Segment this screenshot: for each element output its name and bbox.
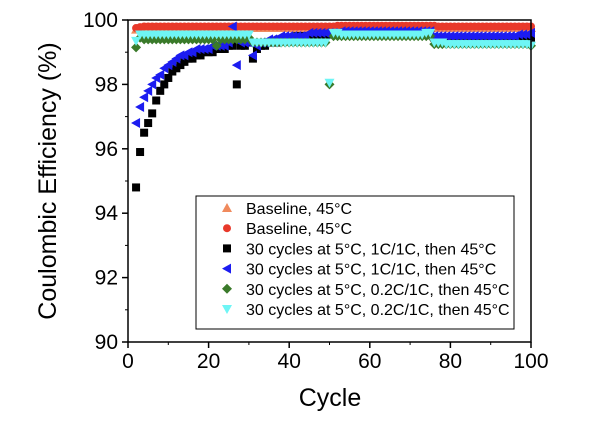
data-point: [204, 48, 213, 57]
x-axis-label: Cycle: [299, 384, 362, 412]
x-tick-label: 0: [122, 350, 134, 373]
data-point: [168, 67, 177, 76]
y-tick-label: 94: [95, 202, 119, 225]
y-tick-label: 92: [95, 267, 118, 290]
legend-item: 30 cycles at 5°C, 1C/1C, then 45°C: [223, 241, 496, 258]
x-axis: 0 20 40 60 80 100: [122, 342, 549, 373]
legend-label: 30 cycles at 5°C, 0.2C/1C, then 45°C: [246, 302, 510, 319]
legend-item: 30 cycles at 5°C, 0.2C/1C, then 45°C: [222, 282, 510, 299]
data-point: [131, 42, 142, 53]
data-point: [320, 38, 331, 48]
legend-item: 30 cycles at 5°C, 1C/1C, then 45°C: [222, 262, 496, 279]
data-point: [192, 51, 201, 60]
legend: Baseline, 45°C Baseline, 45°C 30 cycles at…: [195, 195, 515, 330]
series-5: [131, 31, 536, 90]
data-point: [232, 80, 241, 89]
data-point: [131, 118, 141, 129]
data-point: [164, 73, 173, 82]
legend-label: 30 cycles at 5°C, 0.2C/1C, then 45°C: [246, 282, 510, 299]
data-point: [196, 51, 205, 60]
y-axis: 90 92 94 96 98 100: [83, 9, 128, 354]
data-point: [176, 61, 185, 70]
y-tick-label: 96: [95, 138, 118, 161]
data-point: [136, 148, 145, 157]
data-point: [216, 44, 225, 53]
data-point: [317, 32, 326, 41]
data-point: [228, 41, 237, 50]
data-point: [252, 44, 261, 53]
legend-label: Baseline, 45°C: [246, 201, 352, 218]
x-tick-label: 20: [197, 350, 220, 373]
data-point: [139, 92, 149, 103]
data-point: [236, 41, 245, 50]
data-point: [148, 109, 157, 118]
legend-marker-square: [223, 244, 231, 253]
data-point: [140, 128, 149, 137]
legend-label: Baseline, 45°C: [246, 221, 352, 238]
data-point: [248, 54, 257, 63]
y-axis-label: Coulombic Efficiency (%): [34, 42, 62, 319]
data-point: [305, 32, 314, 41]
data-point: [160, 80, 169, 89]
legend-marker-triangle-left: [222, 263, 231, 274]
data-point: [143, 85, 153, 96]
data-point: [240, 41, 249, 50]
data-point: [208, 48, 217, 57]
data-point: [155, 69, 165, 80]
legend-box: [195, 195, 515, 330]
data-point: [522, 33, 531, 42]
data-point: [147, 79, 157, 90]
series-6: [131, 28, 536, 88]
legend-item: 30 cycles at 5°C, 0.2C/1C, then 45°C: [222, 302, 510, 319]
data-marks: [131, 21, 536, 192]
data-point: [184, 54, 193, 63]
data-point: [200, 48, 209, 57]
data-point: [514, 33, 523, 42]
data-point: [425, 28, 436, 38]
data-point: [309, 32, 318, 41]
x-tick-label: 40: [278, 350, 301, 373]
data-point: [131, 36, 142, 46]
legend-marker-circle: [223, 224, 231, 233]
data-point: [231, 60, 241, 71]
data-point: [180, 57, 189, 66]
legend-marker-triangle-up: [222, 203, 232, 212]
data-point: [227, 21, 237, 32]
data-point: [152, 96, 161, 105]
x-tick-label: 80: [439, 350, 462, 373]
legend-marker-diamond: [222, 283, 232, 294]
data-point: [324, 78, 335, 88]
y-tick-label: 100: [83, 9, 118, 32]
legend-item: Baseline, 45°C: [223, 221, 352, 238]
data-point: [243, 30, 254, 40]
data-point: [518, 33, 527, 42]
y-tick-label: 98: [95, 73, 118, 96]
x-tick-label: 100: [513, 350, 548, 373]
data-point: [211, 40, 222, 51]
data-point: [321, 32, 330, 41]
data-point: [132, 183, 141, 192]
data-point: [313, 32, 322, 41]
data-point: [156, 86, 165, 95]
data-point: [135, 101, 145, 112]
legend-label: 30 cycles at 5°C, 1C/1C, then 45°C: [246, 241, 496, 258]
data-point: [220, 44, 229, 53]
legend-marker-triangle-down: [222, 305, 232, 314]
data-point: [188, 54, 197, 63]
x-tick-label: 60: [358, 350, 381, 373]
data-point: [247, 50, 257, 61]
y-tick-label: 90: [95, 331, 118, 354]
data-point: [224, 41, 233, 50]
data-point: [144, 119, 153, 128]
legend-label: 30 cycles at 5°C, 1C/1C, then 45°C: [246, 262, 496, 279]
legend-item: Baseline, 45°C: [222, 201, 352, 218]
data-point: [172, 64, 181, 73]
